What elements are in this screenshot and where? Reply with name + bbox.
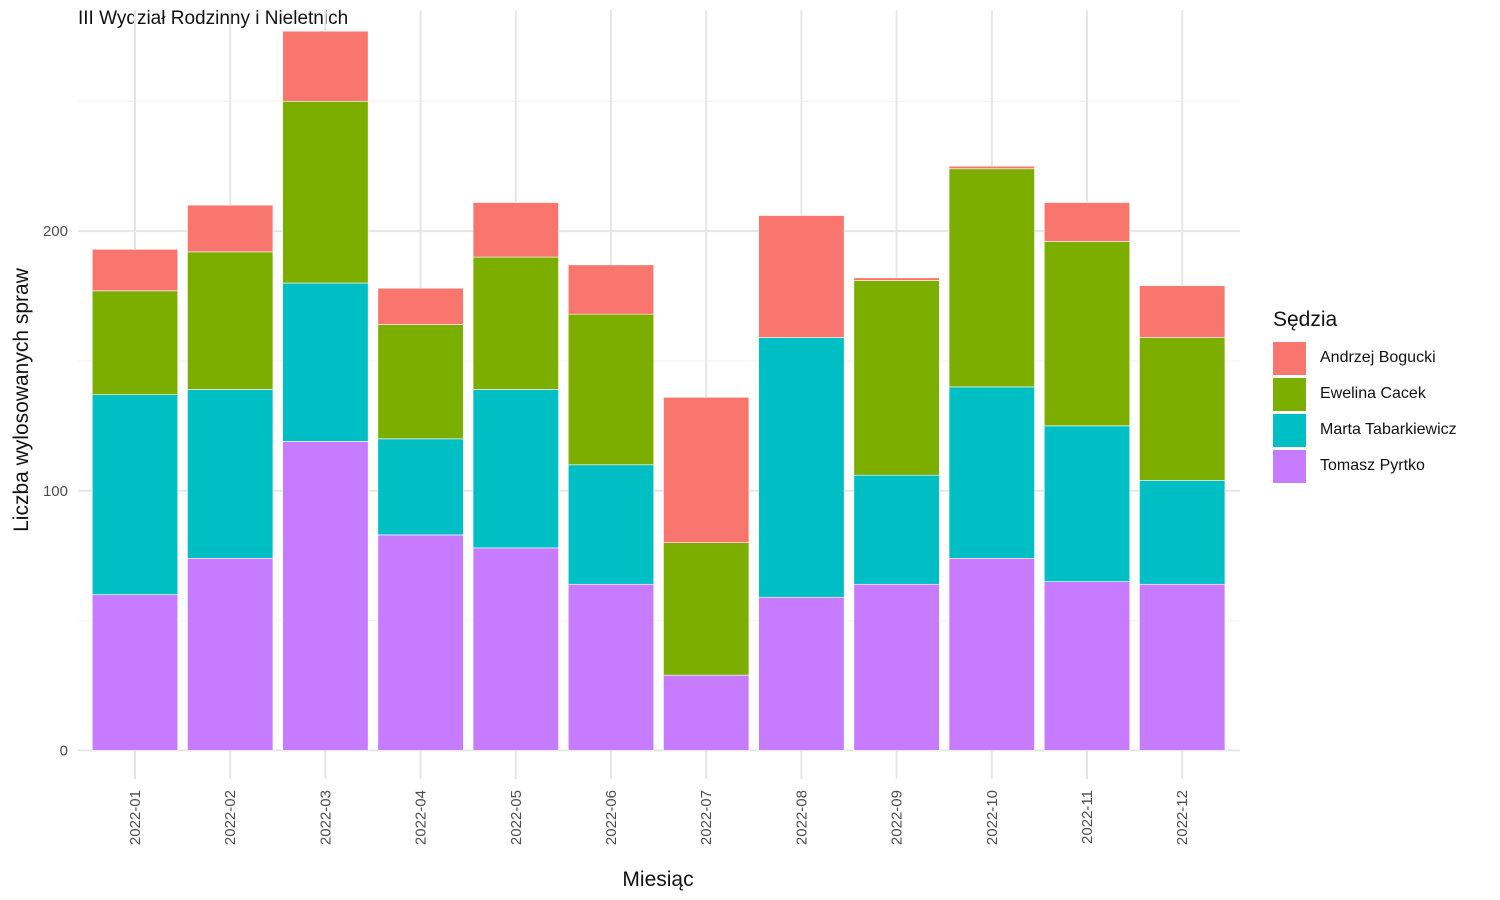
legend-items: Andrzej Bogucki Ewelina Cacek Marta Tabark…	[1273, 340, 1457, 484]
x-tick-label: 2022-05	[508, 790, 525, 845]
bar-segment	[187, 251, 274, 390]
x-tick-label: 2022-02	[222, 790, 239, 845]
bar-segment	[377, 287, 464, 325]
legend: Sędzia Andrzej Bogucki Ewelina Cacek Marta…	[1273, 308, 1457, 484]
bar-segment	[282, 282, 369, 442]
legend-title: Sędzia	[1273, 308, 1338, 331]
bar-segment	[1043, 241, 1131, 427]
bar-segment	[1043, 202, 1131, 242]
bar-segment	[187, 389, 274, 559]
x-tick-label: 2022-03	[317, 790, 334, 845]
x-axis-ticks: 2022-01 2022-02 2022-03 2022-04 2022-05 2022-…	[127, 790, 1191, 845]
x-tick-label: 2022-11	[1079, 790, 1096, 844]
legend-label: Ewelina Cacek	[1320, 385, 1426, 402]
y-tick-label: 200	[43, 223, 68, 240]
bar-segment	[567, 264, 655, 315]
x-tick-label: 2022-06	[603, 790, 620, 845]
bar-segment	[91, 248, 179, 292]
legend-swatch	[1273, 377, 1306, 411]
bar-segment	[91, 290, 179, 395]
y-tick-label: 0	[60, 742, 68, 759]
bar-segment	[1139, 285, 1226, 338]
bar-segment	[472, 256, 559, 390]
x-tick-label: 2022-04	[413, 790, 430, 845]
bar-segment	[1043, 425, 1131, 582]
bar-segment	[758, 215, 845, 338]
bar-segment	[567, 583, 655, 751]
bar-segment	[1139, 583, 1226, 751]
x-tick-label: 2022-09	[889, 790, 906, 845]
legend-label: Andrzej Bogucki	[1320, 349, 1436, 366]
bar-segment	[1139, 337, 1226, 481]
x-tick-label: 2022-07	[698, 790, 715, 845]
bar-segment	[1043, 581, 1131, 751]
x-axis-title: Miesiąc	[622, 868, 693, 891]
bar-segment	[472, 389, 559, 549]
x-tick-label: 2022-08	[793, 790, 810, 845]
bar-segment	[187, 204, 274, 253]
y-axis-title: Liczba wylosowanych spraw	[10, 267, 33, 532]
bar-segment	[472, 202, 559, 258]
chart-title: III Wydział Rodzinny i Nieletnich	[78, 8, 349, 29]
bar-segment	[91, 394, 179, 595]
bar-segment	[567, 464, 655, 585]
legend-swatch	[1273, 449, 1306, 483]
bar-segment	[282, 30, 369, 102]
bar-segment	[948, 168, 1035, 388]
legend-label: Marta Tabarkiewicz	[1320, 421, 1457, 438]
bar-segment	[663, 674, 750, 751]
legend-item: Ewelina Cacek	[1273, 376, 1457, 412]
y-tick-label: 100	[43, 483, 68, 500]
legend-item: Tomasz Pyrtko	[1273, 448, 1457, 484]
bar-segment	[282, 100, 369, 284]
bar-segment	[853, 277, 940, 281]
bar-segment	[1139, 480, 1226, 585]
bar-segment	[91, 594, 179, 751]
bar-segment	[472, 547, 559, 751]
x-tick-label: 2022-10	[984, 790, 1001, 845]
legend-label: Tomasz Pyrtko	[1320, 457, 1425, 474]
bar-segment	[663, 396, 750, 544]
bar-segment	[187, 557, 274, 751]
y-axis-ticks: 0 100 200	[43, 223, 68, 759]
bar-segment	[948, 386, 1035, 559]
bar-segment	[758, 596, 845, 751]
bar-segment	[282, 441, 369, 751]
x-tick-label: 2022-12	[1174, 790, 1191, 845]
legend-swatch	[1273, 413, 1306, 447]
legend-swatch	[1273, 341, 1306, 375]
bars	[91, 30, 1226, 751]
bar-segment	[948, 557, 1035, 751]
bar-segment	[377, 324, 464, 440]
bar-segment	[663, 542, 750, 676]
bar-segment	[853, 583, 940, 751]
bar-segment	[377, 534, 464, 751]
bar-segment	[377, 438, 464, 536]
legend-item: Marta Tabarkiewicz	[1273, 412, 1457, 448]
legend-item: Andrzej Bogucki	[1273, 340, 1457, 376]
bar-segment	[758, 337, 845, 598]
bar-segment	[948, 165, 1035, 170]
bar-segment	[853, 474, 940, 585]
bar-segment	[853, 280, 940, 476]
x-tick-label: 2022-01	[127, 790, 144, 845]
bar-segment	[567, 313, 655, 466]
